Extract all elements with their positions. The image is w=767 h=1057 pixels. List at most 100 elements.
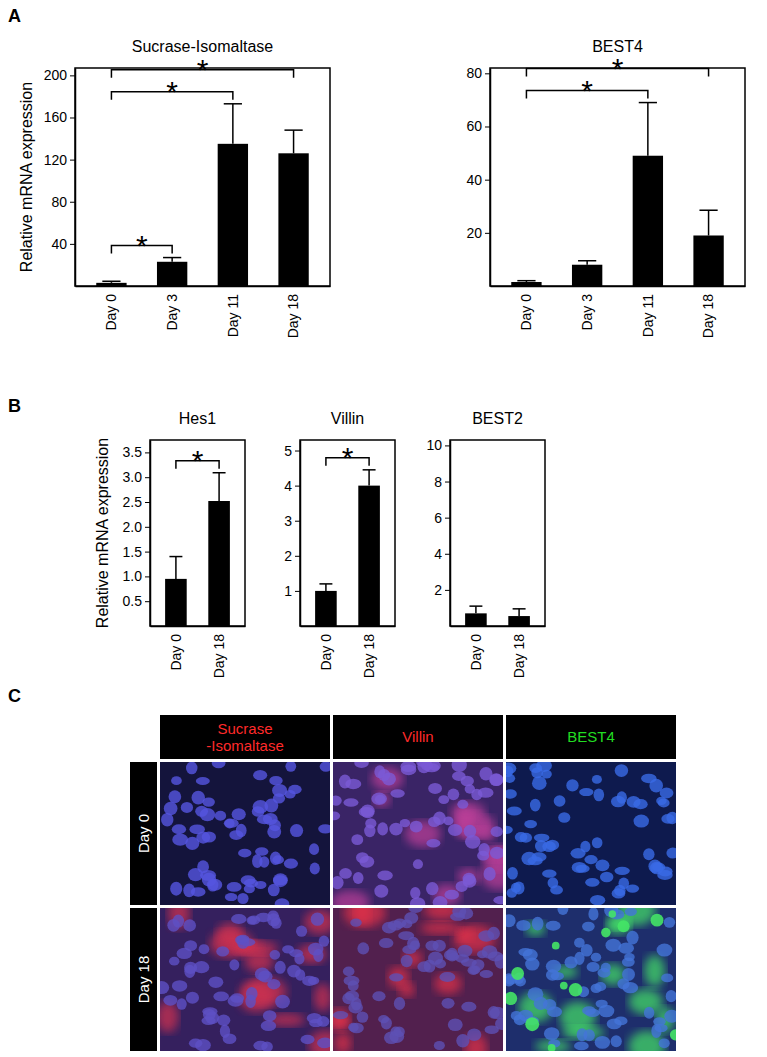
- micrograph: [506, 762, 676, 905]
- y-tick-mark: [145, 552, 150, 553]
- error-bar: [699, 210, 717, 235]
- x-tick: Day 18: [211, 626, 227, 678]
- y-tick-label: 1.0: [123, 568, 143, 584]
- y-tick: 8: [434, 474, 450, 490]
- x-tick: Day 0: [168, 626, 184, 671]
- y-tick: 200: [44, 67, 75, 83]
- nucleus: [390, 789, 404, 797]
- nucleus: [588, 908, 598, 921]
- y-tick-mark: [70, 244, 75, 245]
- nucleus: [237, 935, 250, 943]
- significance-label: *: [136, 229, 148, 262]
- nucleus: [164, 802, 178, 815]
- y-axis: 0.51.01.52.02.53.03.5: [123, 441, 151, 627]
- nucleus: [343, 798, 358, 807]
- nucleus: [574, 938, 585, 948]
- nucleus: [245, 995, 255, 1008]
- x-tick-label: Day 18: [700, 294, 716, 339]
- plot-frame: [150, 440, 245, 626]
- nucleus: [379, 938, 394, 948]
- nucleus: [444, 890, 459, 900]
- x-tick-label: Day 0: [103, 294, 119, 331]
- nucleus: [349, 1023, 364, 1034]
- error-bar: [319, 584, 332, 591]
- micrograph-background: [160, 762, 330, 905]
- nucleus: [477, 851, 489, 861]
- x-tick: Day 11: [640, 286, 656, 337]
- y-tick: 80: [51, 194, 75, 210]
- nucleus: [583, 1029, 594, 1041]
- nucleus: [296, 926, 307, 937]
- x-tick-label: Day 18: [361, 634, 377, 679]
- nucleus: [546, 960, 561, 973]
- micrograph: [506, 908, 676, 1051]
- y-tick-label: 5: [284, 443, 292, 459]
- micrograph: [333, 762, 503, 905]
- nucleus: [177, 998, 187, 1010]
- nucleus: [433, 896, 448, 905]
- nucleus: [229, 959, 239, 970]
- bar: [218, 144, 248, 286]
- nucleus: [579, 788, 593, 796]
- nucleus: [256, 913, 272, 923]
- nucleus: [664, 917, 676, 928]
- plot-frame: [490, 68, 745, 286]
- nucleus: [269, 776, 282, 785]
- y-tick: 80: [466, 65, 490, 81]
- x-axis-line: [151, 626, 246, 628]
- error-bar-stem: [647, 103, 649, 156]
- row-header: Day 18: [135, 956, 152, 1004]
- nucleus: [591, 953, 601, 962]
- y-tick: 40: [51, 236, 75, 252]
- nucleus: [531, 852, 546, 861]
- nucleus: [448, 788, 460, 800]
- nucleus: [255, 881, 267, 889]
- bar: [693, 235, 723, 286]
- y-tick: 1: [284, 583, 300, 599]
- nucleus: [199, 944, 210, 954]
- panel-letter: C: [8, 686, 21, 706]
- nucleus: [195, 1039, 211, 1051]
- nucleus: [275, 995, 290, 1009]
- error-bar-stem: [368, 470, 370, 486]
- stain: [333, 890, 370, 905]
- nucleus: [186, 992, 199, 1004]
- significance-label: *: [581, 74, 593, 107]
- nucleus: [598, 1005, 614, 1018]
- nucleus: [351, 834, 363, 845]
- y-tick-label: 3: [284, 513, 292, 529]
- stain-spot: [618, 920, 630, 932]
- x-tick-label: Day 11: [225, 294, 241, 338]
- nucleus: [617, 978, 629, 989]
- y-tick: 40: [466, 172, 490, 188]
- plot-frame: [300, 440, 395, 626]
- nucleus: [587, 962, 600, 972]
- x-tick-label: Day 18: [511, 634, 527, 679]
- nucleus: [491, 826, 503, 837]
- plot-area: [96, 104, 309, 286]
- error-bar-cap: [363, 469, 376, 471]
- y-tick-label: 8: [434, 474, 442, 490]
- nucleus: [622, 957, 635, 966]
- nucleus: [192, 791, 205, 805]
- nucleus: [275, 961, 286, 974]
- x-tick-label: Day 0: [518, 294, 534, 331]
- x-axis-line: [451, 626, 546, 628]
- y-tick-mark: [295, 486, 300, 487]
- nucleus: [448, 1018, 463, 1031]
- stain: [481, 861, 503, 890]
- nucleus: [614, 867, 629, 875]
- nucleus: [544, 1027, 560, 1040]
- stain-spot: [569, 983, 583, 997]
- nucleus: [181, 802, 193, 813]
- error-bar: [102, 281, 120, 283]
- column-header: BEST4: [567, 728, 615, 745]
- y-tick: 3.5: [123, 444, 150, 460]
- nucleus: [495, 1018, 503, 1030]
- row-header-cell: [130, 908, 157, 1051]
- nucleus: [361, 804, 375, 818]
- nucleus: [351, 997, 362, 1010]
- nucleus: [183, 919, 196, 931]
- nucleus: [617, 791, 627, 803]
- figure: ABC4080120160200Day 0Day 3Day 11Day 18Su…: [0, 0, 767, 1057]
